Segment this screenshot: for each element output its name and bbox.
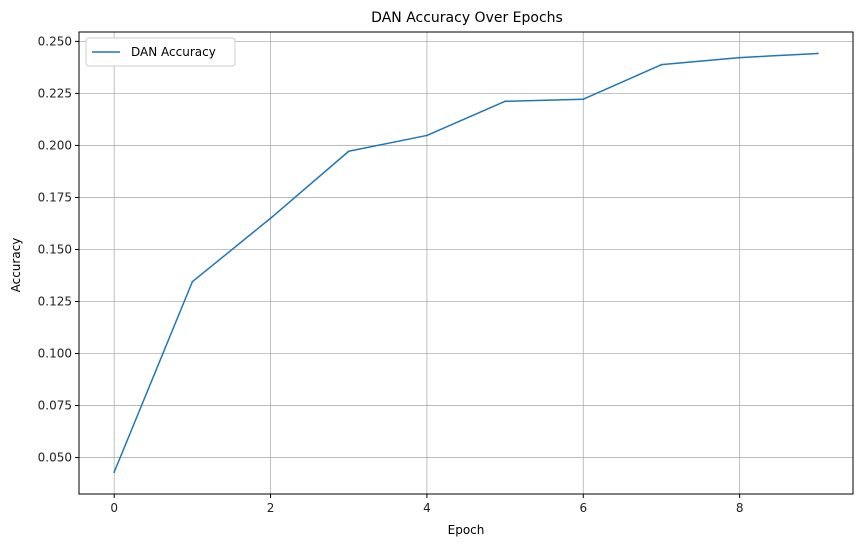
data-point — [582, 98, 585, 101]
x-axis: 0 2 4 6 8 — [110, 494, 743, 515]
y-tick-label: 0.150 — [38, 242, 72, 256]
x-tick-label: 2 — [267, 501, 275, 515]
data-point — [347, 150, 350, 153]
data-point — [426, 134, 428, 137]
data-point — [113, 471, 116, 474]
data-point — [504, 100, 506, 103]
y-tick-label: 0.075 — [38, 399, 72, 413]
x-tick-label: 0 — [110, 501, 118, 515]
chart-title: DAN Accuracy Over Epochs — [371, 10, 563, 26]
y-axis-title: Accuracy — [9, 238, 23, 293]
data-point — [191, 280, 194, 283]
plot-frame — [78, 31, 854, 495]
x-tick-label: 8 — [736, 501, 744, 515]
grid — [79, 32, 853, 494]
data-point — [816, 52, 819, 55]
y-tick-label: 0.050 — [38, 451, 72, 465]
y-tick-label: 0.175 — [38, 190, 72, 204]
y-tick-label: 0.225 — [38, 86, 72, 100]
x-axis-title: Epoch — [448, 523, 485, 537]
data-point — [660, 63, 663, 66]
legend-box — [85, 37, 236, 67]
y-tick-label: 0.250 — [38, 34, 72, 48]
y-tick-label: 0.125 — [38, 295, 72, 309]
y-axis: 0.050 0.075 0.100 0.125 0.150 0.175 0.200 0.225… — [38, 34, 79, 465]
y-tick-label: 0.200 — [38, 138, 72, 152]
legend-label: DAN Accuracy — [131, 45, 216, 59]
data-point — [738, 56, 741, 59]
x-tick-label: 4 — [423, 501, 431, 515]
x-tick-label: 6 — [579, 501, 587, 515]
legend: DAN Accuracy — [85, 37, 236, 67]
y-tick-label: 0.100 — [38, 347, 72, 361]
series-line-0 — [113, 52, 818, 473]
data-point — [269, 217, 272, 220]
series-layer — [113, 52, 819, 474]
